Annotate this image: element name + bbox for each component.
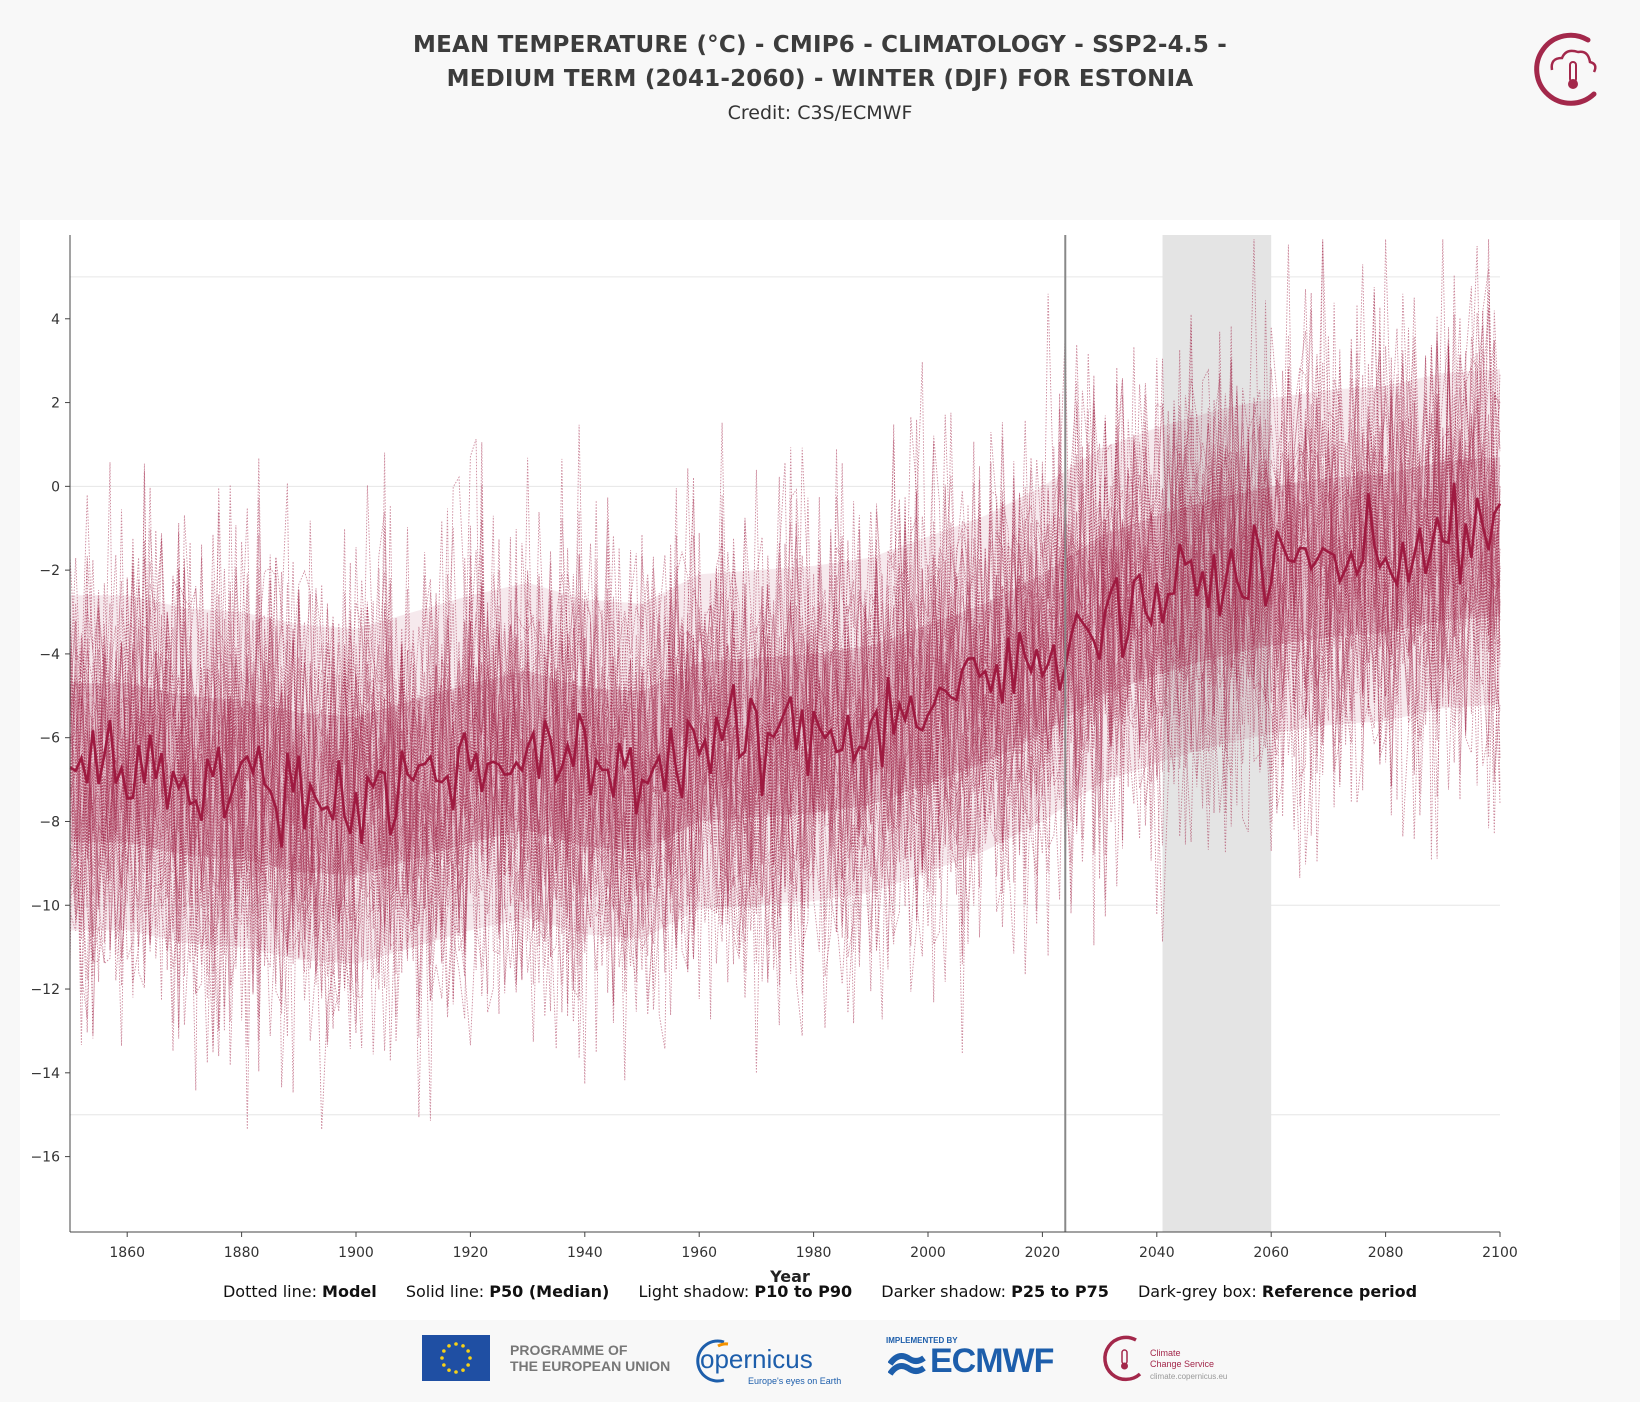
- y-tick-label: −6: [39, 731, 60, 747]
- ccs-url: climate.copernicus.eu: [1150, 1372, 1228, 1381]
- x-tick-label: 1920: [453, 1245, 489, 1261]
- ecmwf-logo-icon: [888, 1353, 926, 1376]
- copernicus-wordmark: opernicus: [700, 1344, 813, 1374]
- climate-change-service-icon: [1534, 32, 1597, 106]
- model-series-line: [69, 268, 1501, 1081]
- model-series-line: [69, 275, 1501, 1042]
- copernicus-tagline: Europe's eyes on Earth: [748, 1376, 842, 1386]
- model-series-line: [69, 304, 1501, 1039]
- x-tick-label: 1940: [567, 1245, 603, 1261]
- x-tick-label: 2100: [1482, 1245, 1518, 1261]
- x-tick-label: 1900: [338, 1245, 374, 1261]
- chart-title-line2: MEDIUM TERM (2041-2060) - WINTER (DJF) F…: [446, 66, 1194, 92]
- footer-logos: PROGRAMME OF THE EUROPEAN UNION opernicu…: [0, 1330, 1640, 1402]
- y-tick-label: 0: [51, 479, 60, 495]
- legend-item-light-shadow: Light shadow: P10 to P90: [638, 1282, 853, 1301]
- copernicus-logo-icon: [696, 1339, 729, 1383]
- y-tick-label: −14: [30, 1066, 60, 1082]
- model-series-line: [69, 419, 1501, 1130]
- legend-item-darker-shadow: Darker shadow: P25 to P75: [881, 1282, 1109, 1301]
- model-series-line: [69, 297, 1501, 991]
- ccs-wordmark: Climate Change Service: [1150, 1348, 1215, 1369]
- chart-credit: Credit: C3S/ECMWF: [727, 102, 913, 124]
- temperature-chart: −16 −14 −12 −10 −8 −6 −4 −2 0 2 4 1860 1880 1900 1920 1…: [30, 235, 1518, 1286]
- y-tick-label: −12: [30, 982, 60, 998]
- y-tick-label: −4: [39, 647, 60, 663]
- legend-item-median: Solid line: P50 (Median): [405, 1282, 610, 1301]
- x-tick-label: 1880: [224, 1245, 260, 1261]
- model-series-line: [69, 302, 1501, 1046]
- model-series-line: [69, 358, 1501, 977]
- eu-flag-icon: [422, 1335, 490, 1381]
- y-tick-label: 4: [51, 312, 60, 328]
- x-tick-label: 1860: [109, 1245, 145, 1261]
- x-tick-label: 2060: [1253, 1245, 1289, 1261]
- y-tick-label: −10: [30, 898, 60, 914]
- model-series-line: [69, 312, 1501, 992]
- x-tick-label: 2020: [1025, 1245, 1061, 1261]
- x-tick-label: 1980: [796, 1245, 832, 1261]
- implemented-by-text: IMPLEMENTED BY: [886, 1336, 958, 1345]
- y-tick-label: 2: [51, 396, 60, 412]
- median-line: [69, 482, 1502, 848]
- model-series-line: [69, 346, 1501, 1091]
- x-axis-label: Year: [769, 1267, 810, 1286]
- x-tick-label: 2040: [1139, 1245, 1175, 1261]
- chart-header: MEAN TEMPERATURE (°C) - CMIP6 - CLIMATOL…: [0, 28, 1640, 124]
- legend-item-model: Dotted line: Model: [222, 1282, 377, 1301]
- ecmwf-wordmark: ECMWF: [930, 1342, 1054, 1380]
- y-tick-label: −16: [30, 1150, 60, 1166]
- x-tick-label: 1960: [681, 1245, 717, 1261]
- legend-item-reference-box: Dark-grey box: Reference period: [1137, 1282, 1418, 1301]
- x-tick-label: 2080: [1368, 1245, 1404, 1261]
- model-series-line: [69, 349, 1501, 1118]
- eu-programme-text: PROGRAMME OF THE EUROPEAN UNION: [510, 1342, 671, 1374]
- x-tick-label: 2000: [910, 1245, 946, 1261]
- model-series-line: [69, 307, 1501, 957]
- chart-panel: −16 −14 −12 −10 −8 −6 −4 −2 0 2 4 1860 1880 1900 1920 1…: [20, 220, 1620, 1320]
- chart-legend: Dotted line: Model Solid line: P50 (Medi…: [20, 1282, 1620, 1301]
- model-series-line: [69, 239, 1501, 990]
- y-tick-label: −8: [39, 814, 60, 830]
- ccs-logo-icon: [1103, 1335, 1142, 1382]
- model-series-line: [69, 239, 1501, 1029]
- y-tick-label: −2: [39, 563, 60, 579]
- chart-title-line1: MEAN TEMPERATURE (°C) - CMIP6 - CLIMATOL…: [413, 32, 1227, 58]
